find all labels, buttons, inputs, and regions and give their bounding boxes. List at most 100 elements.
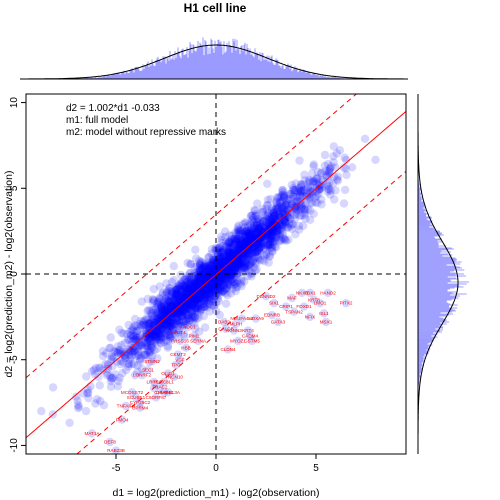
data-point <box>228 259 237 268</box>
data-point <box>185 294 195 303</box>
data-point <box>162 321 171 331</box>
data-point <box>241 231 250 240</box>
scatter-plot: MAT1ADEF8RAB23BFMO4TNFAIP3OPRM4MCOSST2SC… <box>3 93 407 499</box>
data-point <box>160 309 169 318</box>
gene-label: SERNA <box>190 338 207 343</box>
data-point <box>205 266 214 275</box>
data-point <box>137 340 146 350</box>
data-point <box>224 254 234 263</box>
data-point <box>232 243 241 252</box>
data-point <box>244 229 253 238</box>
data-point <box>149 321 158 330</box>
data-point <box>197 288 206 297</box>
data-point <box>219 280 229 289</box>
data-point <box>243 251 253 261</box>
data-point <box>222 268 231 277</box>
data-point <box>271 226 280 236</box>
data-point <box>240 236 249 245</box>
data-point <box>223 239 232 249</box>
data-point <box>165 302 174 312</box>
data-point <box>235 227 245 236</box>
data-point <box>217 263 227 273</box>
data-point <box>256 220 265 229</box>
data-point <box>244 241 253 251</box>
data-point <box>304 177 314 187</box>
data-point <box>244 236 253 246</box>
data-point <box>175 303 184 313</box>
data-point <box>139 351 149 360</box>
data-point <box>199 295 208 304</box>
data-point <box>205 277 214 286</box>
data-point <box>196 293 205 303</box>
data-point <box>146 340 156 350</box>
data-point <box>211 268 220 278</box>
data-point <box>194 275 204 284</box>
data-point <box>251 225 260 235</box>
data-point <box>130 346 139 355</box>
data-point <box>178 305 187 314</box>
data-point <box>206 267 215 276</box>
data-point <box>172 319 181 329</box>
data-point <box>201 300 211 309</box>
data-point <box>260 236 269 245</box>
data-point <box>232 255 241 264</box>
data-point <box>303 183 313 192</box>
data-point <box>288 219 297 229</box>
data-point <box>273 225 282 235</box>
data-point <box>287 224 297 233</box>
gene-label: C6ORF87 <box>146 395 167 400</box>
data-point <box>184 309 193 319</box>
data-point <box>224 254 233 263</box>
data-point <box>283 223 292 232</box>
data-point <box>178 281 188 291</box>
data-point <box>187 275 196 285</box>
data-point <box>204 263 213 272</box>
data-point <box>300 209 310 218</box>
data-point <box>231 252 240 261</box>
data-point <box>339 163 349 172</box>
data-point <box>299 180 308 189</box>
data-point <box>201 280 210 289</box>
data-point <box>125 327 134 337</box>
data-point <box>221 233 230 242</box>
data-point <box>247 235 256 244</box>
data-point <box>184 286 193 295</box>
data-point <box>115 325 124 334</box>
data-point <box>134 347 143 356</box>
data-point <box>166 298 175 307</box>
data-point <box>228 266 238 276</box>
data-point <box>202 287 212 296</box>
data-point <box>221 271 230 280</box>
data-point <box>224 246 233 255</box>
data-point <box>181 302 190 312</box>
data-point <box>163 302 172 311</box>
data-point <box>232 270 242 280</box>
data-point <box>161 325 170 335</box>
data-point <box>265 236 275 246</box>
data-point <box>292 209 301 219</box>
data-point <box>244 266 254 276</box>
data-point <box>238 246 247 255</box>
data-point <box>217 232 226 241</box>
data-point <box>222 257 232 267</box>
data-point <box>253 233 262 243</box>
data-point <box>168 317 178 327</box>
data-point <box>323 187 332 196</box>
data-point <box>195 286 204 295</box>
data-point <box>205 261 214 270</box>
data-point <box>204 253 213 262</box>
data-point <box>188 293 197 303</box>
data-point <box>234 227 244 236</box>
data-point <box>250 206 260 215</box>
data-point <box>254 225 264 234</box>
data-point <box>244 253 253 263</box>
data-point <box>101 360 110 369</box>
data-point <box>279 209 289 218</box>
data-point <box>165 321 175 331</box>
data-point <box>333 176 343 185</box>
data-point <box>207 284 216 293</box>
data-point <box>228 284 237 294</box>
data-point <box>144 319 153 328</box>
data-point <box>193 280 203 290</box>
data-point <box>140 350 150 359</box>
